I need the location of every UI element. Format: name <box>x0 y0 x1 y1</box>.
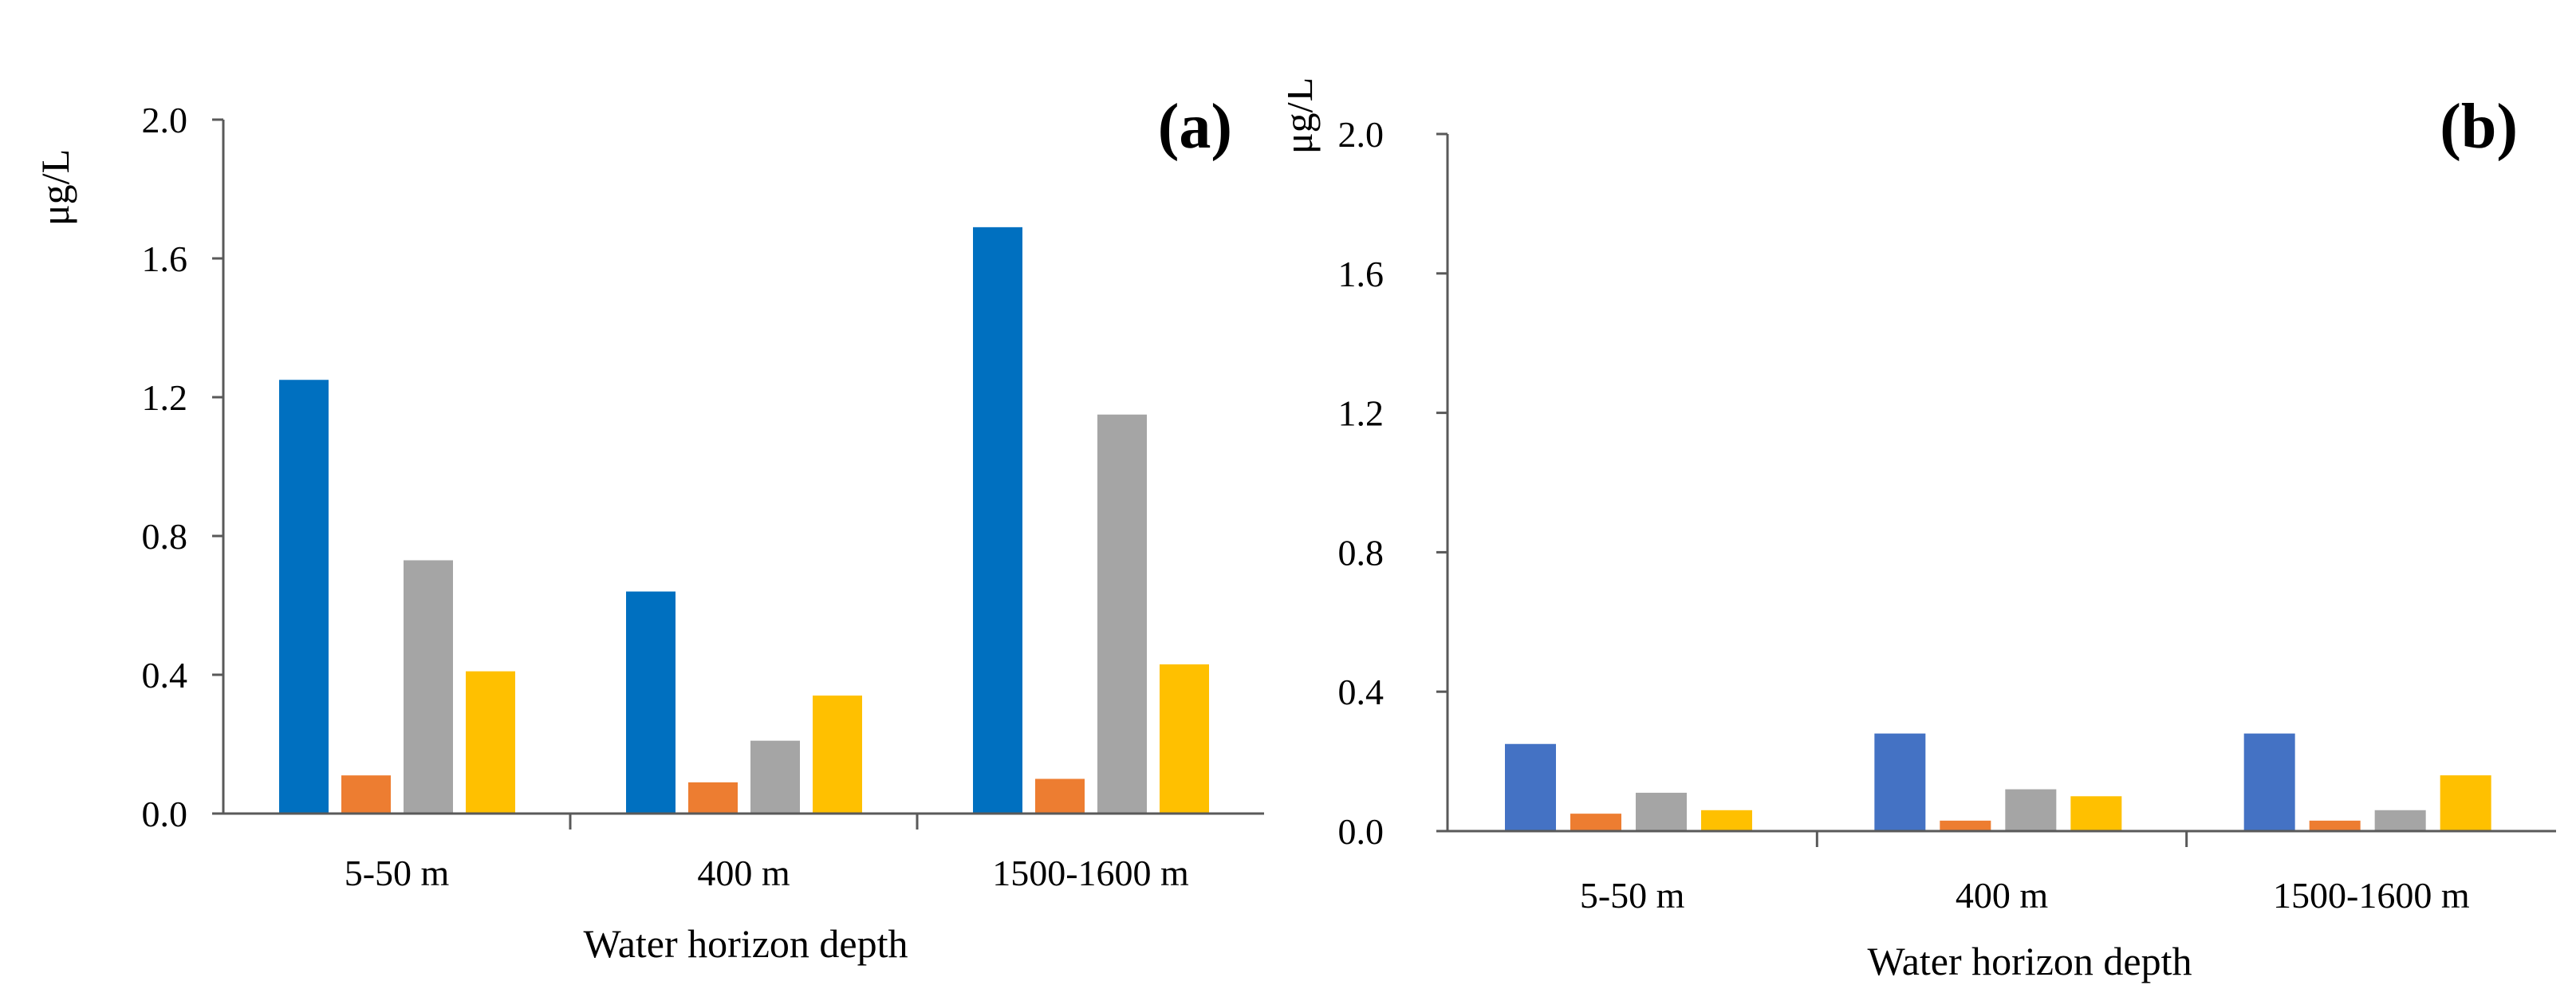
y-tick-label-b: 0.8 <box>1338 532 1385 573</box>
bar-b-3-1 <box>2243 733 2295 831</box>
bar-a-1-3 <box>404 560 453 814</box>
bar-a-3-3 <box>1097 414 1147 814</box>
x-category-label-b: 5-50 m <box>1580 875 1685 916</box>
bar-a-2-4 <box>813 696 862 814</box>
x-category-label-a: 5-50 m <box>345 853 450 893</box>
bar-a-3-1 <box>973 227 1022 814</box>
bar-a-3-4 <box>1160 664 1209 814</box>
bar-b-2-4 <box>2070 796 2122 831</box>
y-tick-label-b: 0.0 <box>1338 811 1385 852</box>
bar-b-1-2 <box>1570 814 1621 831</box>
bar-a-2-1 <box>626 591 676 814</box>
bar-b-1-4 <box>1701 810 1752 831</box>
y-axis-title-a: μg/L <box>33 149 77 226</box>
bar-a-1-2 <box>341 775 391 814</box>
y-tick-label-a: 1.2 <box>142 377 188 418</box>
x-category-label-b: 1500-1600 m <box>2273 875 2470 916</box>
bar-a-2-3 <box>750 740 800 814</box>
bar-b-3-3 <box>2374 810 2426 831</box>
bar-a-1-1 <box>279 380 329 814</box>
bar-a-1-4 <box>466 671 515 814</box>
x-categories-b: 5-50 m 400 m 1500-1600 m <box>1580 875 2470 916</box>
y-tick-label-b: 2.0 <box>1338 114 1385 155</box>
x-category-label-a: 1500-1600 m <box>992 853 1189 893</box>
panel-label-b: (b) <box>2440 92 2518 162</box>
x-axis-title-b: Water horizon depth <box>1868 939 2192 983</box>
x-categories-a: 5-50 m 400 m 1500-1600 m <box>345 853 1189 893</box>
chart-a: (a) μg/L Water horizon depth 0.0 0.4 0.8 1.… <box>33 92 1264 966</box>
bar-b-2-3 <box>2005 789 2057 831</box>
bar-b-2-2 <box>1940 820 1991 831</box>
x-category-label-b: 400 m <box>1956 875 2049 916</box>
y-ticks-b: 0.0 0.4 0.8 1.2 1.6 2.0 <box>1338 114 1448 852</box>
y-ticks-a: 0.0 0.4 0.8 1.2 1.6 2.0 <box>142 100 223 834</box>
axes-b <box>1446 134 2556 847</box>
y-tick-label-a: 0.4 <box>142 655 188 696</box>
chart-b: (b) μg/L Water horizon depth 0.0 0.4 0.8 1.… <box>1288 77 2556 983</box>
axes-a <box>222 120 1264 830</box>
y-axis-title-b: μg/L <box>1288 77 1321 154</box>
bars-b <box>1505 733 2491 831</box>
bar-b-1-3 <box>1636 792 1687 831</box>
bars-a <box>279 227 1209 814</box>
bar-a-3-2 <box>1035 778 1085 814</box>
panel-label-a: (a) <box>1158 92 1232 162</box>
bar-b-1-1 <box>1505 743 1556 831</box>
bar-b-3-4 <box>2440 775 2491 831</box>
bar-b-3-2 <box>2309 820 2361 831</box>
y-tick-label-a: 1.6 <box>142 238 188 279</box>
y-tick-label-b: 1.2 <box>1338 393 1385 434</box>
bar-a-2-2 <box>688 782 738 814</box>
y-tick-label-a: 0.8 <box>142 516 188 557</box>
y-tick-label-a: 2.0 <box>142 100 188 140</box>
x-category-label-a: 400 m <box>697 853 790 893</box>
x-axis-title-a: Water horizon depth <box>584 921 908 966</box>
y-tick-label-b: 0.4 <box>1338 672 1385 712</box>
bar-b-2-1 <box>1874 733 1926 831</box>
y-tick-label-a: 0.0 <box>142 794 188 834</box>
y-tick-label-b: 1.6 <box>1338 254 1385 294</box>
